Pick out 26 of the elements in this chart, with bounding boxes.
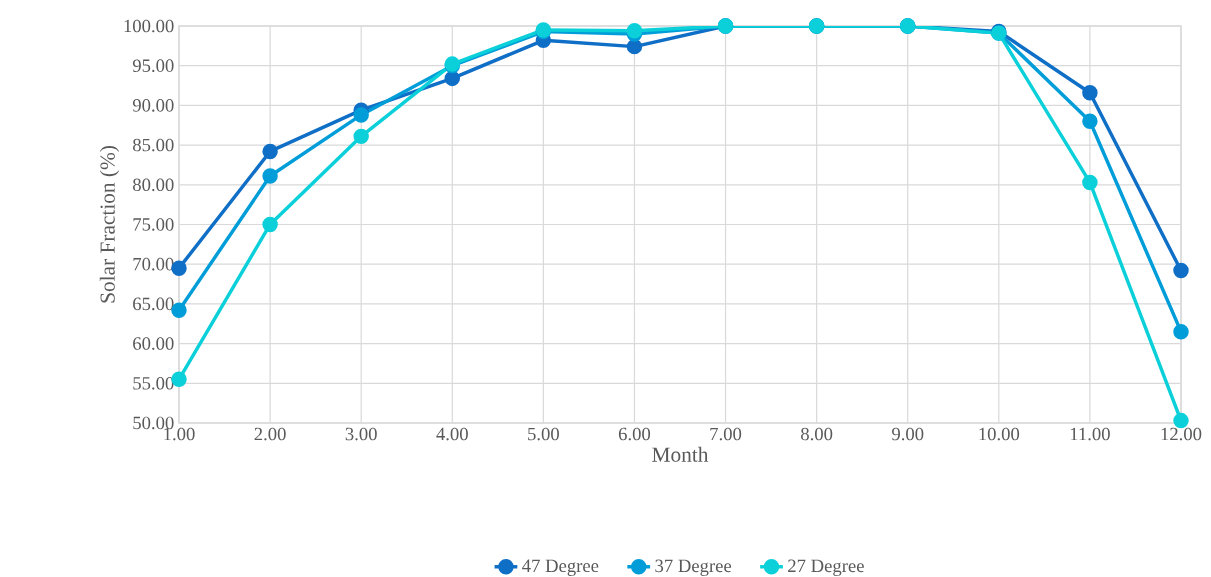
x-tick-label: 10.00: [979, 427, 1020, 441]
x-tick-label: 6.00: [618, 427, 651, 441]
x-tick-label: 7.00: [710, 427, 742, 441]
x-tick-label: 2.00: [254, 427, 286, 441]
y-tick-label: 55.00: [133, 376, 174, 390]
y-axis-title: Solar Fraction (%): [99, 146, 120, 303]
x-axis-title: Month: [652, 446, 709, 462]
x-tick-label: 12.00: [1161, 427, 1202, 441]
legend-label: 47 Degree: [522, 559, 599, 576]
y-tick-label: 100.00: [124, 19, 174, 33]
y-tick-label: 80.00: [133, 178, 174, 192]
x-tick-label: 11.00: [1070, 427, 1110, 441]
x-tick-label: 4.00: [436, 427, 468, 441]
y-tick-label: 65.00: [133, 297, 174, 311]
y-tick-label: 60.00: [133, 337, 174, 350]
y-tick-label: 90.00: [132, 99, 174, 112]
y-tick-label: 75.00: [133, 218, 174, 231]
x-tick-label: 5.00: [528, 427, 559, 441]
x-tick-label: 8.00: [801, 427, 833, 441]
x-tick-label: 3.00: [345, 427, 377, 441]
legend-label: 27 Degree: [788, 559, 864, 576]
y-tick-label: 85.00: [133, 138, 174, 152]
x-tick-label: 9.00: [892, 427, 924, 441]
legend-label: 37 Degree: [655, 559, 732, 576]
y-tick-label: 70.00: [133, 257, 174, 271]
y-tick-label: 95.00: [132, 59, 174, 73]
